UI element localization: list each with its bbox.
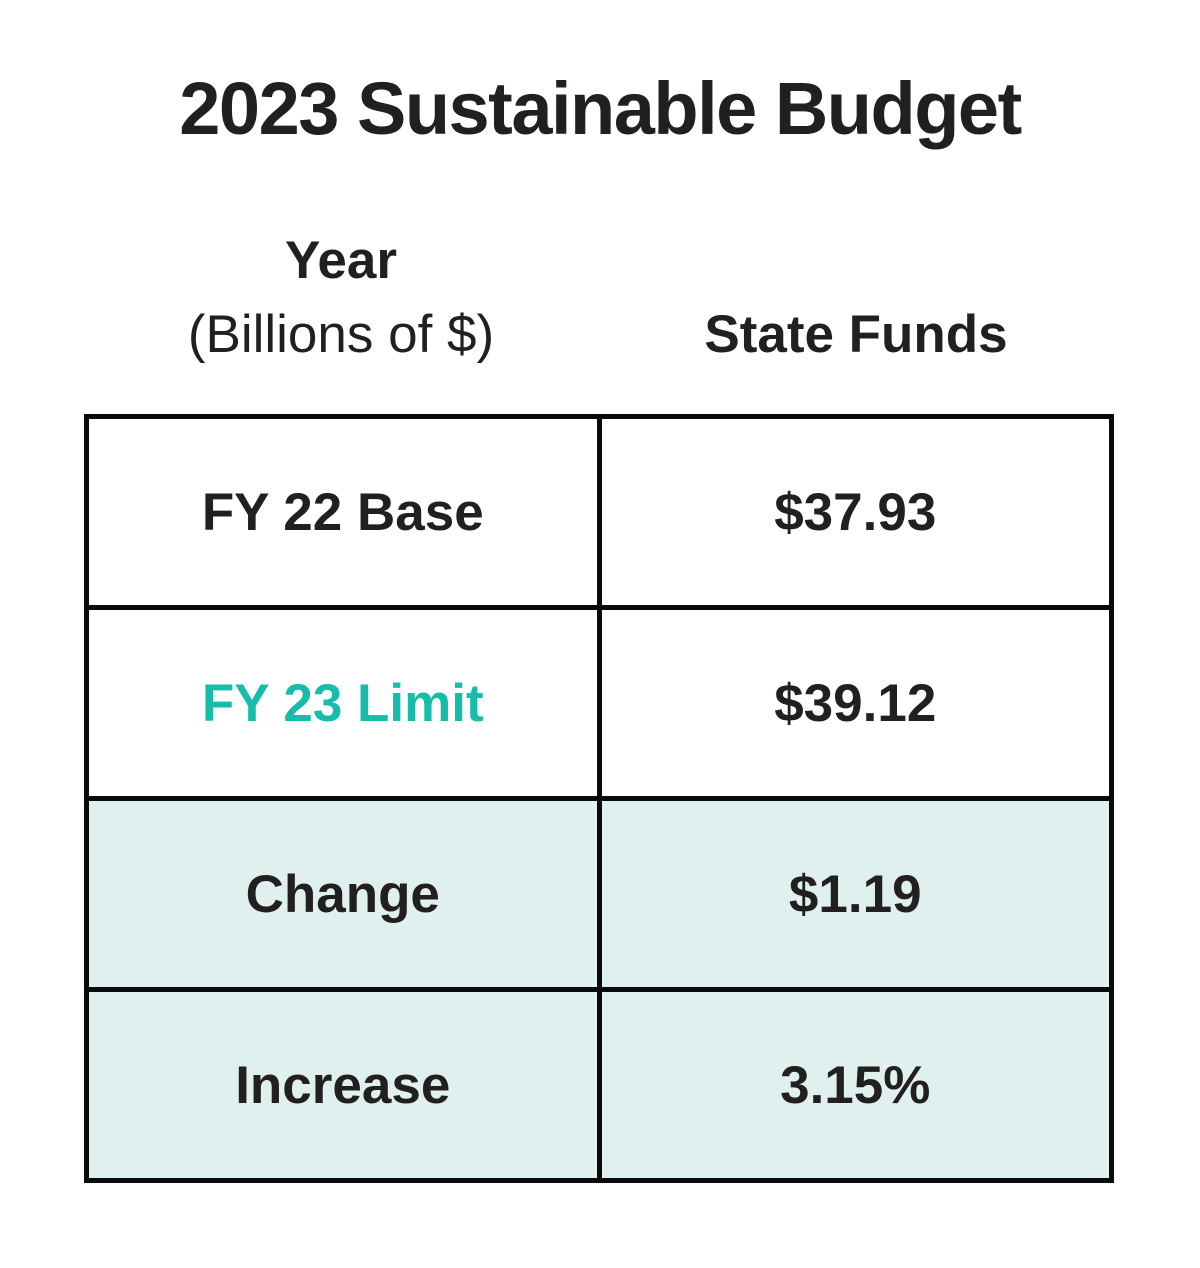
table-row-change: Change $1.19 — [84, 796, 1114, 993]
billions-subheader-label: (Billions of $) — [187, 305, 495, 365]
row-label: Change — [84, 796, 602, 993]
budget-infographic: 2023 Sustainable Budget Year (Billions o… — [0, 72, 1200, 1268]
table-row-increase: Increase 3.15% — [84, 987, 1114, 1184]
table-header-row: Year (Billions of $) State Funds — [84, 224, 1114, 372]
row-label: FY 22 Base — [84, 414, 602, 611]
budget-table: FY 22 Base $37.93 FY 23 Limit $39.12 Cha… — [84, 414, 1114, 1184]
state-funds-header-label: State Funds — [704, 305, 1008, 365]
row-value: 3.15% — [596, 987, 1114, 1184]
row-label: FY 23 Limit — [84, 605, 602, 802]
row-label: Increase — [84, 987, 602, 1184]
row-value: $1.19 — [596, 796, 1114, 993]
state-funds-column-header: State Funds — [598, 298, 1114, 372]
row-value: $39.12 — [596, 605, 1114, 802]
table-row-fy22-base: FY 22 Base $37.93 — [84, 414, 1114, 611]
year-column-header: Year (Billions of $) — [84, 224, 598, 372]
table-row-fy23-limit: FY 23 Limit $39.12 — [84, 605, 1114, 802]
page-title: 2023 Sustainable Budget — [179, 67, 1022, 150]
row-value: $37.93 — [596, 414, 1114, 611]
year-header-label: Year — [284, 231, 397, 290]
